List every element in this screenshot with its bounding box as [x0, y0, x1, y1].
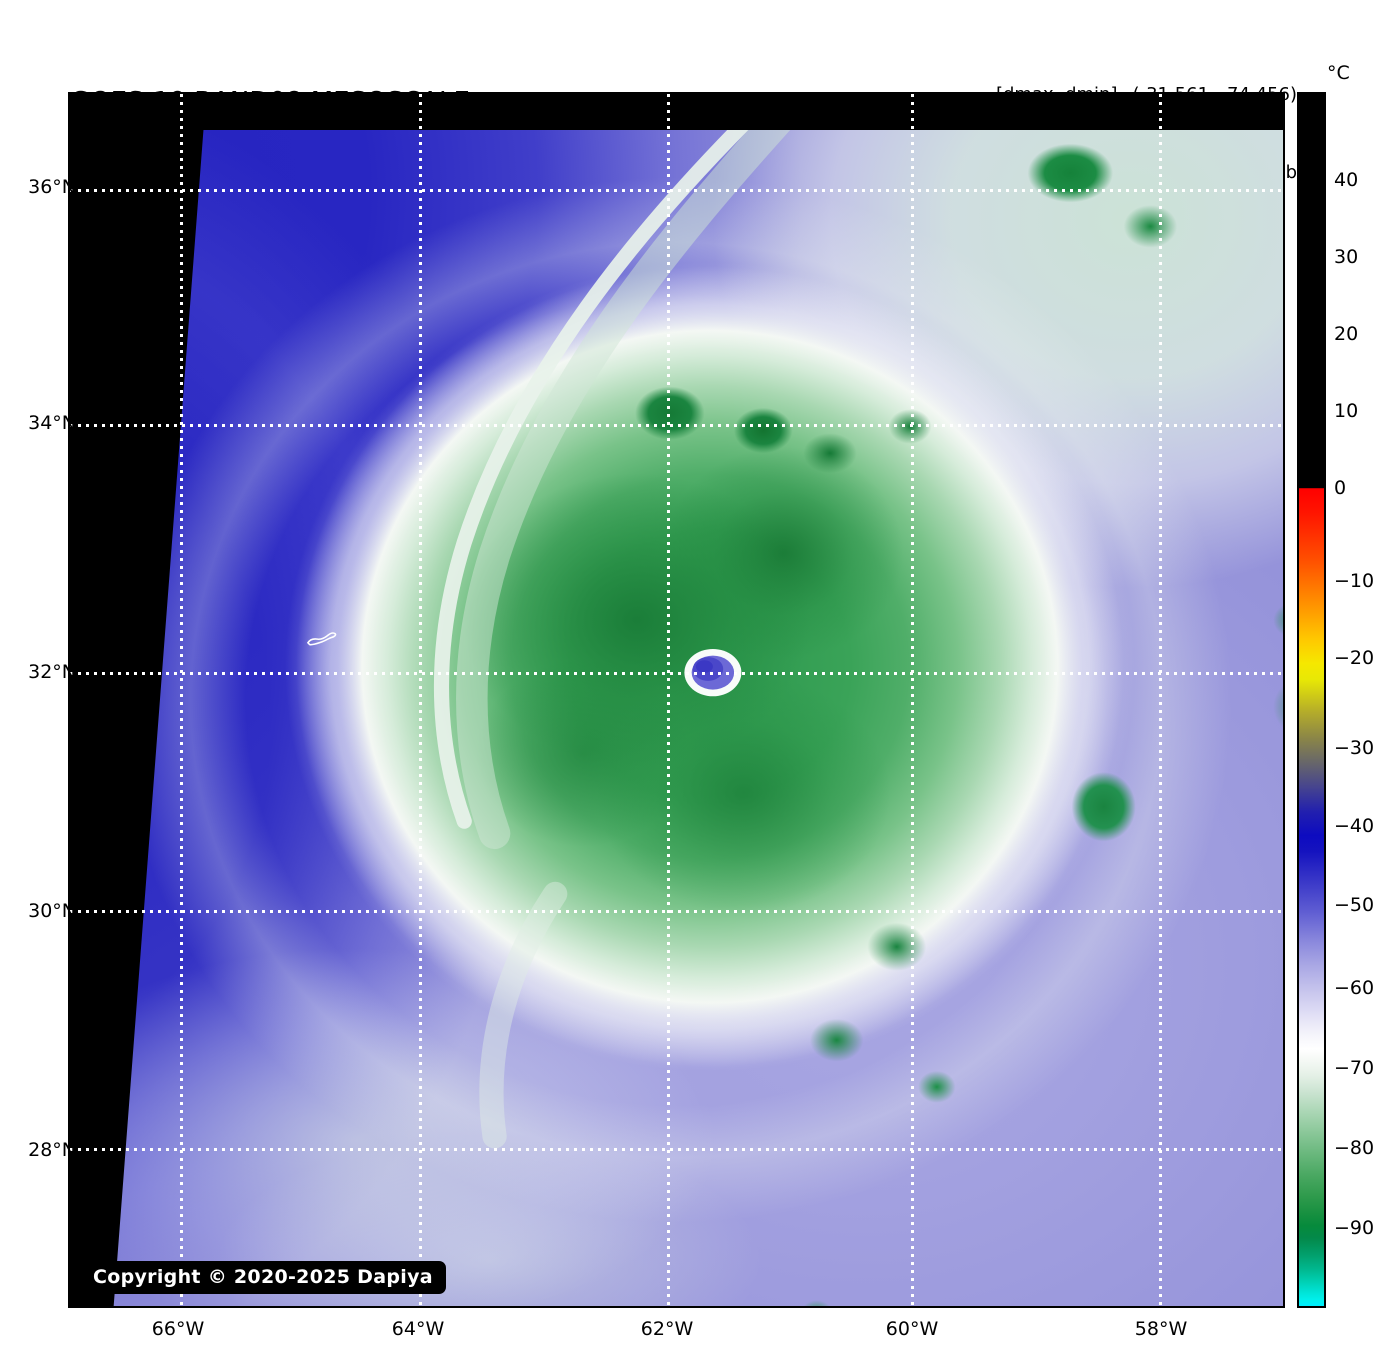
axis-label-lat-30n: 30°N: [28, 900, 76, 922]
colorbar-unit-label: °C: [1327, 62, 1350, 84]
axis-label-lon-66w: 66°W: [151, 1318, 205, 1340]
colorbar: [1297, 92, 1326, 1308]
colorbar-tick-40: 40: [1334, 169, 1359, 191]
colorbar-tick-20: 20: [1334, 323, 1359, 345]
colorbar-tick-m90: −90: [1334, 1217, 1375, 1239]
colorbar-tick-m80: −80: [1334, 1137, 1375, 1159]
satellite-image-plot: Copyright © 2020-2025 Dapiya: [68, 92, 1285, 1308]
colorbar-gradient: [1299, 94, 1324, 1306]
colorbar-tick-m40: −40: [1334, 815, 1375, 837]
axis-label-lon-62w: 62°W: [640, 1318, 694, 1340]
colorbar-tick-30: 30: [1334, 246, 1359, 268]
colorbar-tick-m20: −20: [1334, 647, 1375, 669]
axis-label-lon-58w: 58°W: [1134, 1318, 1188, 1340]
colorbar-tick-10: 10: [1334, 400, 1359, 422]
colorbar-tick-0: 0: [1334, 477, 1347, 499]
colorbar-tick-m70: −70: [1334, 1057, 1375, 1079]
axis-label-lat-34n: 34°N: [28, 412, 76, 434]
colorbar-tick-m60: −60: [1334, 977, 1375, 999]
no-data-top-strip: [70, 94, 1283, 131]
outer-rainband-arc: [433, 102, 796, 1149]
colorbar-tick-m10: −10: [1334, 570, 1375, 592]
colorbar-tick-m30: −30: [1334, 737, 1375, 759]
colorbar-tick-m50: −50: [1334, 894, 1375, 916]
axis-label-lon-64w: 64°W: [391, 1318, 445, 1340]
axis-label-lat-36n: 36°N: [28, 176, 76, 198]
copyright-watermark: Copyright © 2020-2025 Dapiya: [80, 1261, 446, 1294]
axis-label-lon-60w: 60°W: [885, 1318, 939, 1340]
axis-label-lat-32n: 32°N: [28, 661, 76, 683]
axis-label-lat-28n: 28°N: [28, 1139, 76, 1161]
plot-inner: [70, 94, 1283, 1306]
bermuda-coastline: [306, 632, 337, 646]
